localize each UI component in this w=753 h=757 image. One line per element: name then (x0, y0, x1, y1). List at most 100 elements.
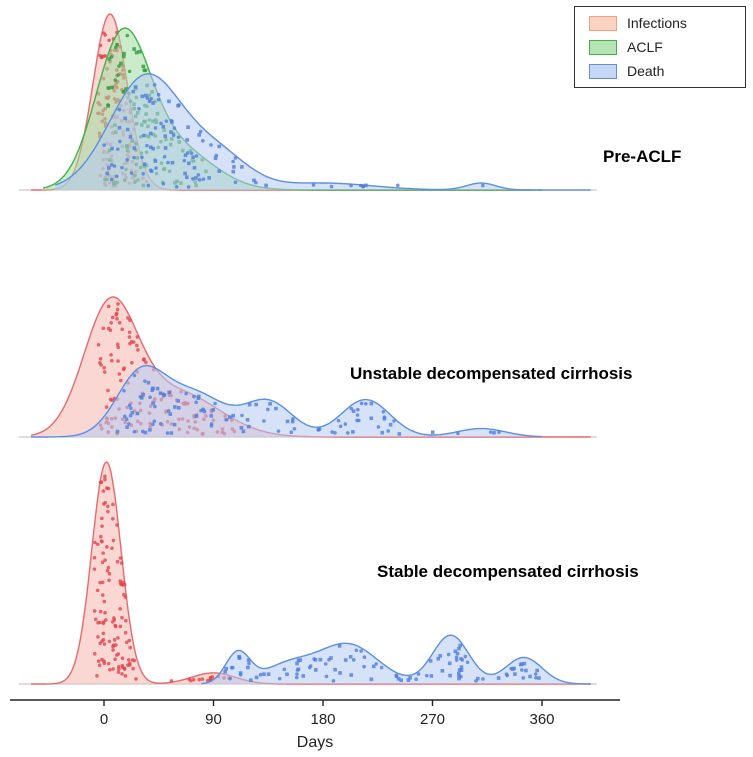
data-point (156, 97, 161, 102)
data-point (162, 393, 167, 397)
data-point (148, 428, 152, 432)
panel-label-stable: Stable decompensated cirrhosis (377, 562, 639, 581)
data-point (330, 430, 334, 434)
data-point (143, 379, 147, 383)
data-point (191, 176, 195, 181)
data-point (492, 430, 496, 435)
data-point (153, 159, 158, 163)
data-point (224, 417, 229, 422)
data-point (337, 644, 342, 648)
data-point (262, 419, 266, 423)
data-point (274, 406, 278, 411)
data-point (106, 326, 111, 331)
data-point (209, 414, 214, 418)
data-point (137, 49, 142, 54)
data-point (130, 361, 134, 365)
data-point (223, 669, 227, 674)
data-point (285, 419, 290, 424)
data-point (118, 556, 123, 560)
data-point (143, 93, 148, 98)
data-point (96, 659, 101, 663)
legend-item-aclf: ACLF (589, 37, 663, 57)
data-point (313, 657, 318, 662)
data-point (167, 99, 171, 104)
data-point (140, 396, 144, 400)
data-point (151, 101, 155, 105)
panel-1 (18, 296, 597, 438)
data-point (110, 620, 115, 624)
data-point (118, 624, 123, 629)
data-point (197, 677, 201, 682)
data-point (351, 409, 356, 413)
data-point (149, 96, 154, 101)
data-point (119, 561, 124, 565)
data-point (211, 408, 216, 412)
data-point (117, 107, 122, 112)
data-point (264, 183, 268, 188)
data-point (106, 388, 110, 393)
data-point (98, 43, 103, 48)
data-point (132, 155, 136, 160)
data-point (116, 302, 120, 306)
data-point (183, 171, 187, 176)
data-point (117, 320, 122, 325)
data-point (362, 655, 367, 660)
data-point (186, 125, 190, 129)
data-point (113, 623, 117, 628)
density-line-death (55, 73, 591, 191)
data-point (115, 43, 119, 47)
data-point (355, 413, 360, 417)
data-point (349, 183, 353, 188)
data-point (107, 667, 112, 672)
data-point (382, 415, 387, 420)
data-point (149, 145, 153, 150)
data-point (166, 160, 170, 165)
data-point (111, 517, 115, 521)
data-point (148, 131, 153, 136)
data-point (509, 666, 514, 671)
data-point (107, 38, 111, 43)
data-point (100, 516, 104, 521)
data-point (126, 316, 130, 320)
data-point (232, 165, 236, 169)
data-point (364, 401, 368, 406)
data-point (102, 143, 106, 147)
data-point (131, 89, 136, 94)
data-point (454, 655, 459, 660)
data-point (101, 326, 106, 331)
data-point (148, 395, 152, 400)
x-tick-label: 360 (529, 711, 554, 728)
panel-2 (18, 461, 597, 685)
data-point (150, 388, 155, 392)
data-point (169, 130, 173, 134)
data-point (457, 673, 461, 678)
data-point (141, 392, 145, 397)
data-point (233, 180, 238, 185)
data-point (141, 133, 146, 138)
x-tick-label: 90 (205, 711, 222, 728)
data-point (132, 47, 136, 51)
panel-0 (18, 13, 597, 191)
density-line-death (201, 634, 591, 685)
data-point (163, 146, 168, 150)
data-point (109, 163, 114, 167)
data-point (194, 154, 199, 158)
data-point (457, 676, 461, 681)
data-point (440, 668, 445, 673)
data-point (122, 592, 126, 597)
data-point (453, 649, 458, 654)
data-point (107, 578, 111, 583)
data-point (128, 645, 132, 650)
data-point (143, 430, 148, 435)
data-point (125, 127, 130, 132)
x-axis-label: Days (296, 734, 334, 751)
data-point (124, 417, 129, 422)
data-point (189, 678, 193, 683)
data-point (465, 660, 470, 665)
data-point (535, 668, 539, 673)
x-tick-label: 270 (420, 711, 445, 728)
data-point (295, 661, 299, 666)
data-point (116, 73, 120, 77)
data-point (109, 353, 113, 357)
data-point (105, 504, 110, 509)
